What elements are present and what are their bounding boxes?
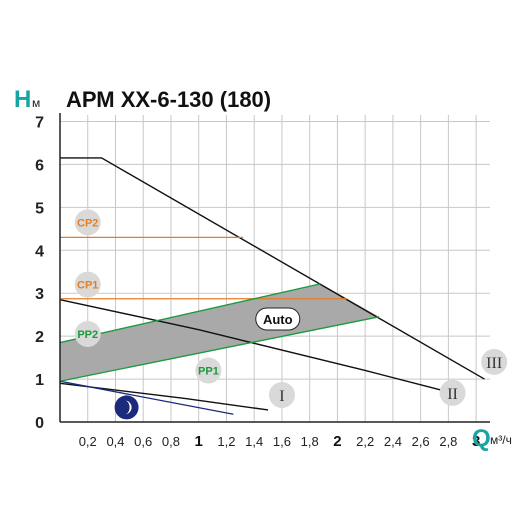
y-axis-unit: м bbox=[32, 96, 40, 110]
badge-circle bbox=[481, 348, 508, 375]
x-tick-label: 2,6 bbox=[412, 434, 430, 449]
auto-badge-shape bbox=[255, 307, 301, 331]
series-line-i bbox=[59, 382, 269, 411]
badge-circle bbox=[74, 271, 101, 298]
badge-cp1: CP1 bbox=[74, 271, 101, 298]
badge-ii: II bbox=[439, 379, 466, 406]
badge-i: I bbox=[268, 381, 295, 408]
x-tick-label: 2,8 bbox=[439, 434, 457, 449]
x-axis-unit: м³/ч bbox=[490, 433, 512, 447]
y-tick-label: 4 bbox=[35, 243, 44, 260]
x-tick-label: 0,8 bbox=[162, 434, 180, 449]
moon-icon-crescent bbox=[124, 400, 132, 415]
series-line-ii bbox=[59, 298, 449, 393]
moon-icon-bg bbox=[114, 395, 139, 420]
y-tick-label: 6 bbox=[35, 157, 44, 174]
x-tick-label: 3 bbox=[472, 433, 480, 450]
y-tick-label: 3 bbox=[35, 286, 44, 303]
x-tick-label: 0,2 bbox=[79, 434, 97, 449]
curves-layer bbox=[59, 157, 485, 415]
y-tick-label: 0 bbox=[35, 415, 44, 432]
badge-label-iii: III bbox=[486, 355, 502, 372]
x-tick-label: 2,4 bbox=[384, 434, 402, 449]
x-axis-letter: Q bbox=[472, 425, 491, 452]
series-line-iii bbox=[60, 157, 485, 380]
y-axis-letter: H bbox=[14, 86, 31, 113]
badge-label-pp1: PP1 bbox=[198, 365, 219, 377]
auto-badge-label: Auto bbox=[263, 312, 293, 327]
grid bbox=[60, 115, 490, 422]
auto-region-layer bbox=[60, 283, 380, 382]
badge-label-i: I bbox=[279, 388, 284, 405]
x-tick-label: 1,4 bbox=[245, 434, 263, 449]
y-tick-label: 5 bbox=[35, 200, 44, 217]
tick-labels: 0,2 0,4 0,6 0,8 1 1,2 1,4 1,6 1,8 2 2,2 2,4 2,6 2,8 3 0… bbox=[35, 114, 480, 450]
badge-pp2: PP2 bbox=[74, 320, 101, 347]
badge-circle bbox=[268, 381, 295, 408]
y-tick-label: 2 bbox=[35, 329, 44, 346]
series-line-pp2 bbox=[59, 283, 321, 344]
auto-region bbox=[60, 283, 380, 382]
x-tick-label: 0,4 bbox=[106, 434, 124, 449]
moon-icon bbox=[114, 395, 139, 420]
badge-label-cp1: CP1 bbox=[77, 280, 98, 292]
y-tick-label: 1 bbox=[35, 372, 44, 389]
badge-iii: III bbox=[481, 348, 508, 375]
series-line-pp1 bbox=[59, 316, 380, 382]
x-tick-label: 1,2 bbox=[217, 434, 235, 449]
chart-title: АРМ ХХ-6-130 (180) bbox=[66, 87, 271, 112]
badge-label-ii: II bbox=[447, 386, 458, 403]
axes bbox=[59, 113, 490, 423]
y-tick-label: 7 bbox=[35, 114, 44, 131]
badge-pp1: PP1 bbox=[195, 357, 222, 384]
badge-label-pp2: PP2 bbox=[77, 329, 98, 341]
x-tick-label: 1,6 bbox=[273, 434, 291, 449]
badge-circle bbox=[74, 320, 101, 347]
series-line-night bbox=[59, 380, 234, 415]
x-tick-label: 0,6 bbox=[134, 434, 152, 449]
badge-label-cp2: CP2 bbox=[77, 217, 98, 229]
badge-auto: Auto bbox=[255, 307, 301, 331]
badge-circle bbox=[195, 357, 222, 384]
badge-circle bbox=[74, 209, 101, 236]
x-tick-label: 2 bbox=[333, 433, 341, 450]
badge-cp2: CP2 bbox=[74, 209, 101, 236]
badge-circle bbox=[439, 379, 466, 406]
x-tick-label: 2,2 bbox=[356, 434, 374, 449]
x-tick-label: 1,8 bbox=[301, 434, 319, 449]
x-tick-label: 1 bbox=[195, 433, 203, 450]
